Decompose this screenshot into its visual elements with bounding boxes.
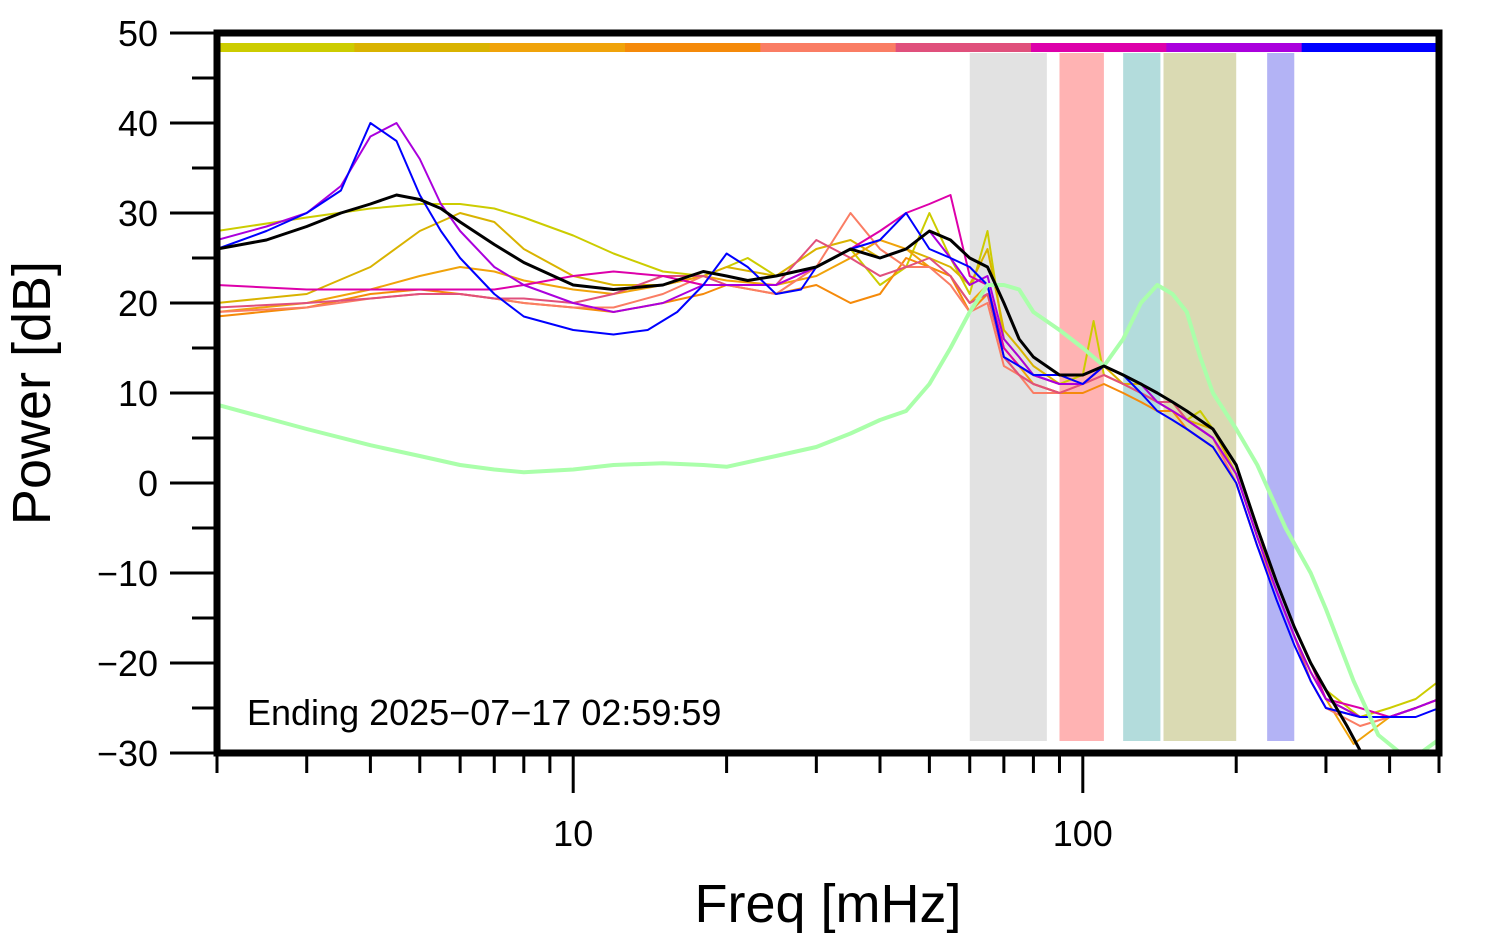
series-line-6 <box>217 239 1439 718</box>
color-bar-segment-7 <box>1031 43 1167 52</box>
band-3 <box>1123 53 1161 741</box>
y-tick-label: 20 <box>118 283 158 324</box>
series-line-8 <box>217 122 1439 718</box>
series-lines <box>217 122 1439 753</box>
color-bar-segment-5 <box>760 43 897 52</box>
plot-frame <box>213 29 1443 757</box>
band-2 <box>1059 53 1104 741</box>
y-axis-title: Power [dB] <box>2 261 62 525</box>
x-tick-label: 100 <box>1053 813 1113 854</box>
y-tick-label: 10 <box>118 373 158 414</box>
series-line-10 <box>217 283 1439 753</box>
color-bar-segment-9 <box>1301 43 1438 52</box>
y-tick-label: 40 <box>118 103 158 144</box>
band-5 <box>1267 53 1295 741</box>
y-tick-label: −20 <box>97 643 158 684</box>
series-line-11 <box>217 193 1364 753</box>
y-tick-label: −10 <box>97 553 158 594</box>
y-tick-label: 30 <box>118 193 158 234</box>
color-bar-segment-4 <box>625 43 761 52</box>
y-tick-label: −30 <box>97 733 158 774</box>
x-axis-title: Freq [mHz] <box>694 874 961 934</box>
band-4 <box>1163 53 1237 741</box>
color-bar-segment-2 <box>354 43 491 52</box>
top-color-bar <box>219 43 1438 52</box>
frequency-bands <box>969 53 1295 741</box>
band-1 <box>969 53 1047 741</box>
series-line-4 <box>217 257 1439 718</box>
y-axis: 50 40 30 20 10 0 −10 −20 −30 <box>97 13 217 774</box>
x-axis: 10 100 <box>215 753 1441 854</box>
color-bar-segment-3 <box>489 43 626 52</box>
color-bar-segment-6 <box>895 43 1032 52</box>
color-bar-segment-1 <box>219 43 355 52</box>
ending-annotation: Ending 2025−07−17 02:59:59 <box>247 692 721 733</box>
series-line-7 <box>217 194 1439 718</box>
y-tick-label: 50 <box>118 13 158 54</box>
series-line-3 <box>217 239 1439 745</box>
series-line-9 <box>217 122 1439 718</box>
x-tick-label: 10 <box>553 813 593 854</box>
color-bar-segment-8 <box>1166 43 1303 52</box>
y-tick-label: 0 <box>138 463 158 504</box>
